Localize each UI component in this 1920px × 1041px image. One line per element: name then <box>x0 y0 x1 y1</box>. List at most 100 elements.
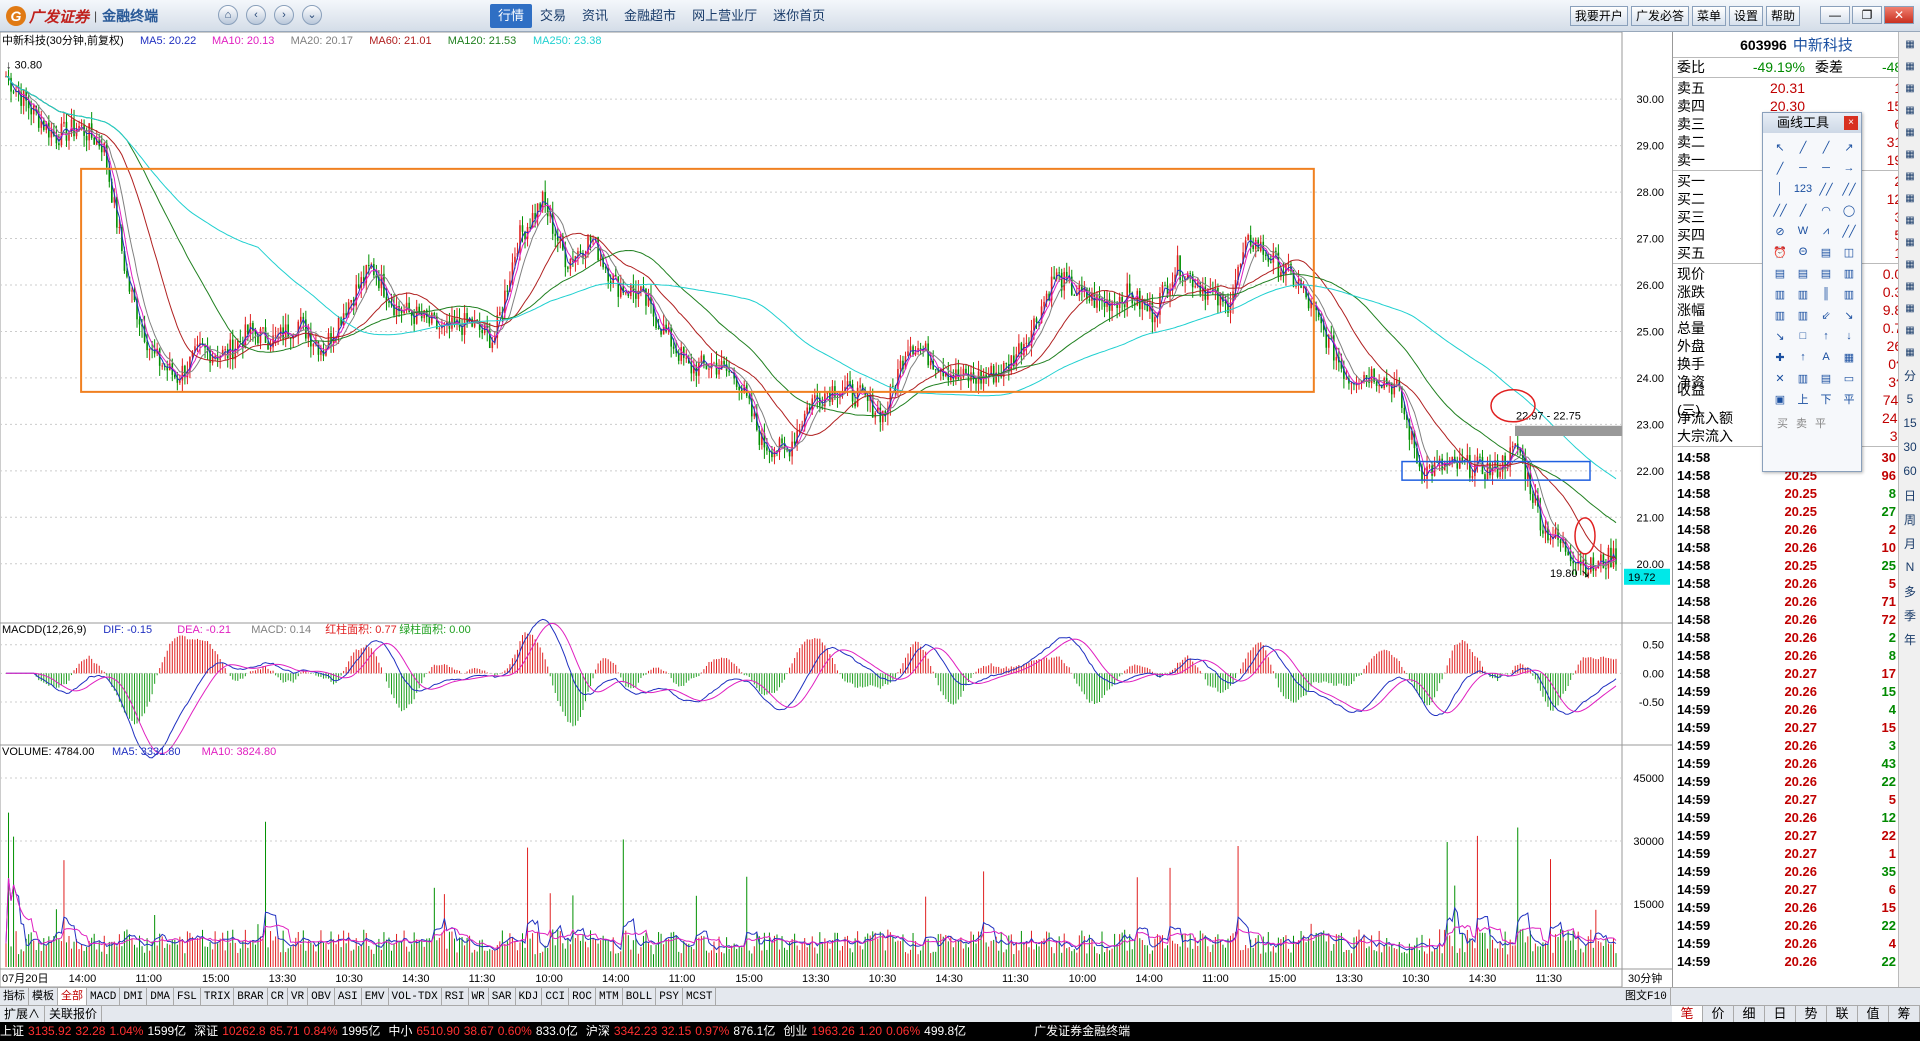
draw-tool-icon[interactable]: ▦ <box>1843 351 1855 364</box>
rsi-icon[interactable]: ▦ <box>1905 214 1915 226</box>
tab-全部[interactable]: 全部 <box>58 988 87 1006</box>
period-9[interactable]: 多 <box>1903 584 1916 599</box>
menu-item-0[interactable]: 行情 <box>490 4 533 28</box>
draw-tool-icon[interactable]: ▤ <box>1820 372 1832 385</box>
tab-mtm[interactable]: MTM <box>596 988 623 1006</box>
bar-icon[interactable]: ▦ <box>1905 60 1915 72</box>
draw-tool-icon[interactable]: ▥ <box>1843 288 1855 301</box>
draw-tool-icon[interactable]: ╱ <box>1822 141 1830 154</box>
index-4[interactable]: 创业 1963.26 1.20 0.06% 499.8亿 <box>783 1024 970 1038</box>
stats-icon[interactable]: ▦ <box>1905 170 1915 182</box>
draw-tool-icon[interactable]: │ <box>1776 183 1784 195</box>
draw-tool-icon[interactable]: W <box>1797 225 1809 237</box>
right-menu-button-0[interactable]: 我要开户 <box>1569 6 1628 26</box>
trend-icon[interactable]: ▦ <box>1905 126 1915 138</box>
draw-tool-icon[interactable]: ▥ <box>1797 309 1809 322</box>
tab-macd[interactable]: MACD <box>87 988 121 1006</box>
period-8[interactable]: N <box>1905 560 1915 574</box>
drawing-tool-palette[interactable]: 画线工具 × ↖ ╱ ╱ ↗ ╱ ─ ─ → │ 123 ╱╱ ╱╱ ╱╱ ╱ ◠ ◯ ⊘ W ⩘ ╱╱ ⏰ Θ ▤ ◫ ▤ ▤ ▤… <box>1762 112 1862 472</box>
sidebar-tab-5[interactable]: 联 <box>1827 1006 1858 1022</box>
sidebar-tab-0[interactable]: 笔 <box>1672 1006 1703 1022</box>
draw-tool-icon[interactable]: ⩘ <box>1822 224 1830 237</box>
draw-tool-icon[interactable]: ▤ <box>1797 267 1809 280</box>
draw-tool-icon[interactable]: ✕ <box>1775 372 1785 385</box>
brush-icon[interactable]: ▦ <box>1905 346 1915 358</box>
tab-trix[interactable]: TRIX <box>201 988 235 1006</box>
tab-roc[interactable]: ROC <box>569 988 596 1006</box>
draw-tool-icon[interactable]: ╱ <box>1799 141 1807 154</box>
draw-tool-icon[interactable]: ↑ <box>1800 351 1806 363</box>
tab-obv[interactable]: OBV <box>308 988 335 1006</box>
tab-psy[interactable]: PSY <box>656 988 684 1006</box>
period-6[interactable]: 周 <box>1903 512 1916 527</box>
draw-tool-icon[interactable]: ↖ <box>1775 141 1785 154</box>
index-3[interactable]: 沪深 3342.23 32.15 0.97% 876.1亿 <box>586 1024 780 1038</box>
draw-tool-icon[interactable]: ╱╱ <box>1773 204 1787 217</box>
draw-tool-icon[interactable]: 下 <box>1820 394 1832 406</box>
period-2[interactable]: 15 <box>1903 416 1917 430</box>
sidebar-tab-3[interactable]: 日 <box>1765 1006 1796 1022</box>
draw-tool-icon[interactable]: ↓ <box>1846 330 1852 342</box>
green-icon[interactable]: ▦ <box>1905 302 1915 314</box>
draw-tool-icon[interactable]: ╱ <box>1799 204 1807 217</box>
right-menu-button-1[interactable]: 广发必答 <box>1630 6 1689 26</box>
maximize-button[interactable]: ❐ <box>1852 6 1882 24</box>
draw-tool-icon[interactable]: ─ <box>1799 162 1807 174</box>
kline-chart-svg[interactable]: 中新科技(30分钟,前复权) MA5: 20.22 MA10: 20.13 MA20:… <box>0 31 1672 988</box>
draw-tool-icon[interactable]: ╱╱ <box>1842 225 1856 238</box>
draw-tool-icon[interactable]: 平 <box>1843 394 1855 406</box>
line-icon[interactable]: ▦ <box>1905 82 1915 94</box>
draw-tool-icon[interactable]: ─ <box>1822 162 1830 174</box>
sidebar-tab-6[interactable]: 值 <box>1858 1006 1889 1022</box>
tab-mcst[interactable]: MCST <box>683 988 717 1006</box>
period-7[interactable]: 月 <box>1903 536 1916 551</box>
draw-tool-icon[interactable]: ↘ <box>1844 309 1854 322</box>
sidebar-tab-7[interactable]: 筹 <box>1889 1006 1920 1022</box>
tab-wr[interactable]: WR <box>469 988 489 1006</box>
sidebar-tab-4[interactable]: 势 <box>1796 1006 1827 1022</box>
menu-item-2[interactable]: 资讯 <box>582 8 609 23</box>
draw-tool-icon[interactable]: 上 <box>1797 394 1809 406</box>
right-menu-button-3[interactable]: 设置 <box>1728 6 1763 26</box>
tick-list[interactable]: 14:5820.2530B14:5820.2596B14:5820.258S14… <box>1673 448 1920 970</box>
doc-icon[interactable]: ▦ <box>1905 324 1915 336</box>
compare-icon[interactable]: ▦ <box>1905 148 1915 160</box>
close-button[interactable]: ✕ <box>1884 6 1914 24</box>
right-menu-button-2[interactable]: 菜单 <box>1691 6 1726 26</box>
period-4[interactable]: 60 <box>1903 464 1917 478</box>
minimize-button[interactable]: — <box>1820 6 1850 24</box>
period-10[interactable]: 季 <box>1903 608 1916 623</box>
draw-tool-footer-1[interactable]: 卖 <box>1796 418 1807 430</box>
candle-icon[interactable]: ▦ <box>1905 104 1915 116</box>
draw-tool-footer-2[interactable]: 平 <box>1815 418 1826 430</box>
period-1[interactable]: 5 <box>1906 392 1914 406</box>
menu-item-1[interactable]: 交易 <box>540 8 567 23</box>
period-5[interactable]: 日 <box>1903 488 1916 503</box>
draw-tool-icon[interactable]: ◯ <box>1842 204 1856 217</box>
tab-模板[interactable]: 模板 <box>29 988 58 1006</box>
tab-rsi[interactable]: RSI <box>442 988 469 1006</box>
index-0[interactable]: 上证 3135.92 32.28 1.04% 1599亿 <box>0 1024 190 1038</box>
grid-icon[interactable]: ▦ <box>1905 258 1915 270</box>
tab-dmi[interactable]: DMI <box>120 988 148 1006</box>
tab-fsl[interactable]: FSL <box>174 988 201 1006</box>
close-icon[interactable]: × <box>1844 116 1858 130</box>
sidebar-tab-1[interactable]: 价 <box>1703 1006 1734 1022</box>
tab-vr[interactable]: VR <box>288 988 309 1006</box>
menu-item-3[interactable]: 金融超市 <box>624 8 677 23</box>
